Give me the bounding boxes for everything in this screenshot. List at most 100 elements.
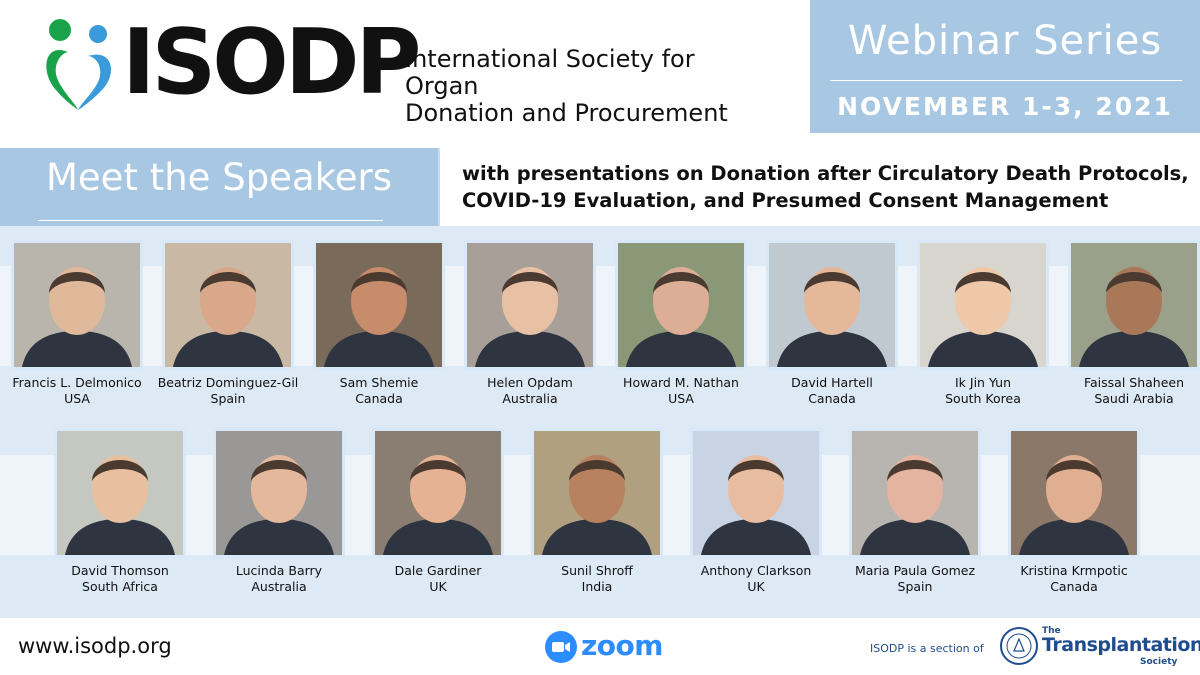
- person-photo: [375, 431, 501, 555]
- divider: [830, 80, 1182, 81]
- speaker-card: Kristina Krmpotic Canada: [999, 428, 1149, 594]
- speaker-name: Lucinda Barry: [235, 563, 323, 578]
- speaker-name: Helen Opdam: [487, 375, 573, 390]
- presentations-panel: with presentations on Donation after Cir…: [440, 148, 1200, 226]
- speaker-card: Anthony Clarkson UK: [681, 428, 831, 594]
- speaker-country: South Korea: [945, 391, 1021, 406]
- speaker-photo: [1068, 240, 1200, 370]
- speaker-name: Kristina Krmpotic: [1020, 563, 1128, 578]
- speaker-photo: [690, 428, 822, 558]
- tts-the: The: [1042, 626, 1061, 636]
- speaker-card: Maria Paula Gomez Spain: [840, 428, 990, 594]
- speaker-country: UK: [429, 579, 447, 594]
- speaker-country: Canada: [808, 391, 856, 406]
- person-photo: [1011, 431, 1137, 555]
- speaker-card: Beatriz Dominguez-Gil Spain: [153, 240, 303, 406]
- speaker-country: Canada: [1050, 579, 1098, 594]
- org-name-line1: International Society for Organ: [405, 45, 695, 100]
- speaker-country: Australia: [502, 391, 558, 406]
- presentations-line2: COVID-19 Evaluation, and Presumed Consen…: [462, 189, 1109, 212]
- speaker-card: Dale Gardiner UK: [363, 428, 513, 594]
- tts-society: Society: [1140, 657, 1178, 667]
- speaker-photo: [615, 240, 747, 370]
- speaker-photo: [54, 428, 186, 558]
- speaker-name: Faissal Shaheen: [1083, 375, 1185, 390]
- person-photo: [1071, 243, 1197, 367]
- speaker-photo: [11, 240, 143, 370]
- section-of-text: ISODP is a section of: [870, 642, 984, 655]
- speaker-name: Ik Jin Yun: [955, 375, 1011, 390]
- speaker-name: Maria Paula Gomez: [854, 563, 976, 578]
- speaker-name: Sunil Shroff: [561, 563, 633, 578]
- speaker-card: Francis L. Delmonico USA: [2, 240, 152, 406]
- website-link[interactable]: www.isodp.org: [18, 634, 172, 658]
- speaker-card: Ik Jin Yun South Korea: [908, 240, 1058, 406]
- speaker-card: Lucinda Barry Australia: [204, 428, 354, 594]
- speaker-photo: [313, 240, 445, 370]
- meet-speakers-panel: Meet the Speakers: [0, 148, 438, 226]
- person-photo: [14, 243, 140, 367]
- webinar-date: NOVEMBER 1-3, 2021: [837, 92, 1173, 121]
- speaker-country: USA: [668, 391, 694, 406]
- person-photo: [534, 431, 660, 555]
- speaker-name: David Thomson: [71, 563, 169, 578]
- person-photo: [57, 431, 183, 555]
- speaker-card: David Hartell Canada: [757, 240, 907, 406]
- speaker-name: Beatriz Dominguez-Gil: [157, 375, 299, 390]
- presentations-line1: with presentations on Donation after Cir…: [462, 162, 1189, 185]
- webinar-panel: Webinar Series NOVEMBER 1-3, 2021: [810, 0, 1200, 133]
- speaker-card: Sunil Shroff India: [522, 428, 672, 594]
- speaker-photo: [531, 428, 663, 558]
- divider: [38, 220, 383, 221]
- org-name-line2: Donation and Procurement: [405, 99, 728, 127]
- person-photo: [467, 243, 593, 367]
- tts-name: Transplantation: [1042, 634, 1200, 656]
- person-photo: [316, 243, 442, 367]
- speaker-photo: [849, 428, 981, 558]
- speaker-name: Anthony Clarkson: [700, 563, 812, 578]
- speaker-name: Dale Gardiner: [394, 563, 482, 578]
- speaker-country: Canada: [355, 391, 403, 406]
- person-photo: [693, 431, 819, 555]
- organization-name: International Society for Organ Donation…: [405, 46, 765, 127]
- zoom-wordmark: zoom: [581, 629, 663, 662]
- speaker-card: David Thomson South Africa: [45, 428, 195, 594]
- speaker-name: David Hartell: [791, 375, 873, 390]
- transplantation-society-seal-icon: [1000, 627, 1038, 665]
- isodp-logo-icon: [46, 19, 112, 110]
- speaker-photo: [1008, 428, 1140, 558]
- speaker-photo: [766, 240, 898, 370]
- speaker-photo: [372, 428, 504, 558]
- speaker-country: USA: [64, 391, 90, 406]
- person-photo: [165, 243, 291, 367]
- person-photo: [852, 431, 978, 555]
- zoom-camera-icon: [545, 631, 577, 663]
- logo-wordmark: ISODP: [122, 10, 421, 115]
- speaker-country: Saudi Arabia: [1094, 391, 1174, 406]
- speaker-country: Spain: [210, 391, 246, 406]
- person-photo: [618, 243, 744, 367]
- speaker-name: Sam Shemie: [339, 375, 419, 390]
- speaker-country: UK: [747, 579, 765, 594]
- speaker-card: Howard M. Nathan USA: [606, 240, 756, 406]
- footer: www.isodp.org zoom ISODP is a section of…: [0, 618, 1200, 675]
- speaker-photo: [162, 240, 294, 370]
- speaker-country: India: [581, 579, 613, 594]
- speaker-photo: [464, 240, 596, 370]
- webinar-title: Webinar Series: [847, 18, 1163, 64]
- speaker-photo: [917, 240, 1049, 370]
- presentations-text: with presentations on Donation after Cir…: [462, 160, 1189, 214]
- speaker-card: Sam Shemie Canada: [304, 240, 454, 406]
- speaker-name: Francis L. Delmonico: [12, 375, 142, 390]
- speaker-card: Helen Opdam Australia: [455, 240, 605, 406]
- person-photo: [920, 243, 1046, 367]
- speaker-photo: [213, 428, 345, 558]
- speaker-country: Australia: [251, 579, 307, 594]
- person-photo: [769, 243, 895, 367]
- meet-speakers-heading: Meet the Speakers: [46, 156, 392, 199]
- speaker-country: Spain: [897, 579, 933, 594]
- speaker-name: Howard M. Nathan: [623, 375, 739, 390]
- person-photo: [216, 431, 342, 555]
- speaker-card: Faissal Shaheen Saudi Arabia: [1059, 240, 1200, 406]
- speaker-country: South Africa: [82, 579, 158, 594]
